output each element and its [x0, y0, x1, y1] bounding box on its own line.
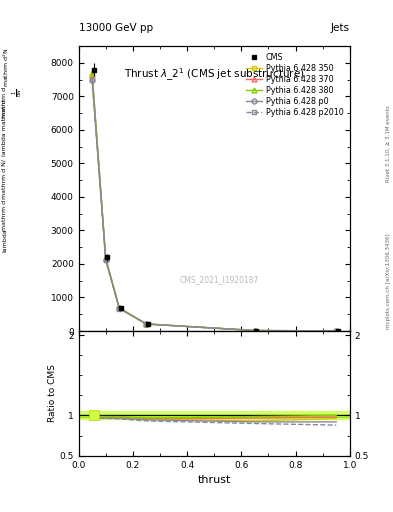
Text: Jets: Jets	[331, 23, 350, 33]
Text: CMS_2021_I1920187: CMS_2021_I1920187	[180, 275, 259, 284]
Text: lambda mathrm d: lambda mathrm d	[2, 100, 7, 156]
Legend: CMS, Pythia 6.428 350, Pythia 6.428 370, Pythia 6.428 380, Pythia 6.428 p0, Pyth: CMS, Pythia 6.428 350, Pythia 6.428 370,…	[244, 50, 346, 119]
X-axis label: thrust: thrust	[198, 475, 231, 485]
Text: lambda: lambda	[2, 229, 7, 252]
Text: Rivet 3.1.10, ≥ 3.1M events: Rivet 3.1.10, ≥ 3.1M events	[386, 105, 391, 182]
Text: mathrm d: mathrm d	[2, 87, 7, 118]
Text: mathrm d$^2$N: mathrm d$^2$N	[2, 47, 11, 87]
Text: Thrust $\lambda\_2^1$ (CMS jet substructure): Thrust $\lambda\_2^1$ (CMS jet substruct…	[124, 66, 305, 82]
Text: mathrm d N/: mathrm d N/	[2, 159, 7, 199]
Text: mathrm d: mathrm d	[2, 200, 7, 230]
Text: $\frac{1}{\mathrm{d}N}$: $\frac{1}{\mathrm{d}N}$	[11, 88, 25, 97]
Text: 13000 GeV pp: 13000 GeV pp	[79, 23, 153, 33]
Y-axis label: Ratio to CMS: Ratio to CMS	[48, 365, 57, 422]
Text: mcplots.cern.ch [arXiv:1306.3436]: mcplots.cern.ch [arXiv:1306.3436]	[386, 234, 391, 329]
